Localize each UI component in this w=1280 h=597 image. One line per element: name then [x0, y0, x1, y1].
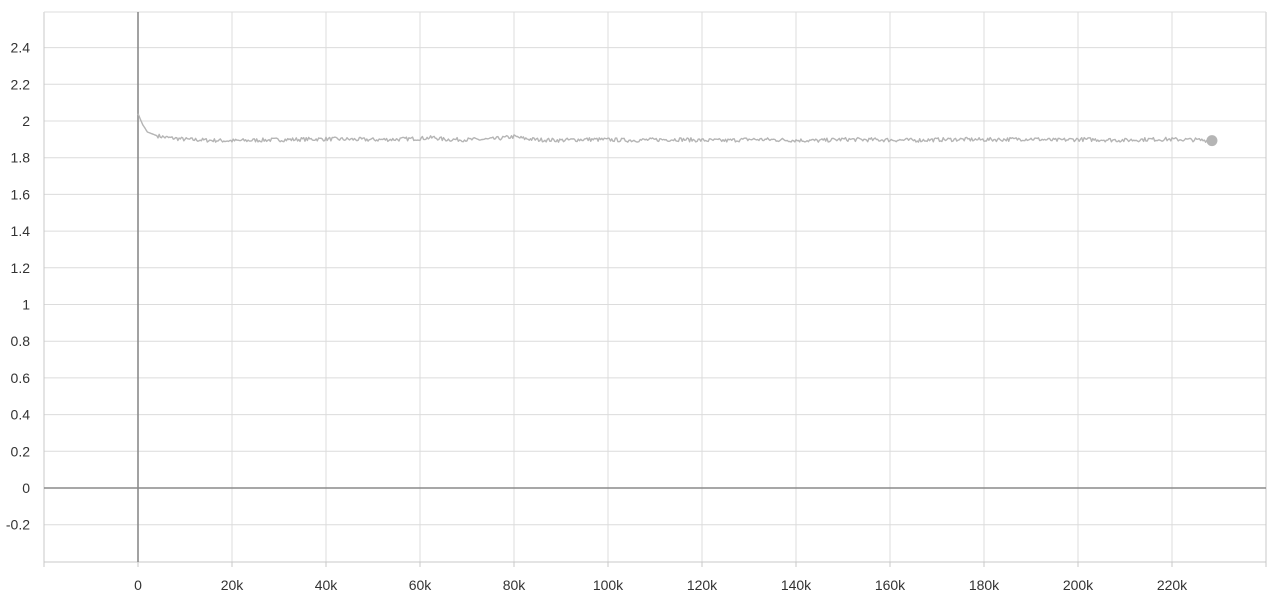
y-tick-label: 0.2	[11, 443, 31, 459]
x-tick-label: 120k	[687, 577, 718, 593]
y-axis-tick-labels: -0.2 0 0.2 0.4 0.6 0.8 1 1.2 1.4 1.6 1.8 2 2.2 2.4	[6, 40, 30, 533]
x-tick-label: 140k	[781, 577, 812, 593]
x-tick-label: 160k	[875, 577, 906, 593]
y-tick-label: 0.4	[11, 407, 31, 423]
y-tick-label: -0.2	[6, 517, 30, 533]
y-tick-label: 2.2	[11, 76, 31, 92]
x-tick-label: 80k	[503, 577, 527, 593]
y-tick-label: 1.6	[11, 186, 31, 202]
x-tick-label: 40k	[315, 577, 339, 593]
x-tick-label: 20k	[221, 577, 245, 593]
x-tick-label: 0	[134, 577, 142, 593]
x-axis-tick-labels: 0 20k 40k 60k 80k 100k 120k 140k 160k 180k 200k 220…	[134, 577, 1188, 593]
y-tick-label: 2	[22, 113, 30, 129]
y-tick-label: 1.4	[11, 223, 31, 239]
y-tick-label: 1.8	[11, 150, 31, 166]
series-layer	[137, 113, 1218, 147]
axes	[43, 11, 1267, 567]
y-tick-label: 1	[22, 297, 30, 313]
x-tick-label: 200k	[1063, 577, 1094, 593]
x-tick-label: 180k	[969, 577, 1000, 593]
grid	[44, 12, 1266, 562]
last-point-marker	[1206, 135, 1218, 147]
x-tick-label: 100k	[593, 577, 624, 593]
x-tick-label: 220k	[1157, 577, 1188, 593]
y-tick-label: 2.4	[11, 40, 31, 56]
x-tick-label: 60k	[409, 577, 433, 593]
y-tick-label: 0.6	[11, 370, 31, 386]
y-tick-label: 0	[22, 480, 30, 496]
y-tick-label: 0.8	[11, 333, 31, 349]
y-tick-label: 1.2	[11, 260, 31, 276]
series-line	[137, 113, 1212, 144]
